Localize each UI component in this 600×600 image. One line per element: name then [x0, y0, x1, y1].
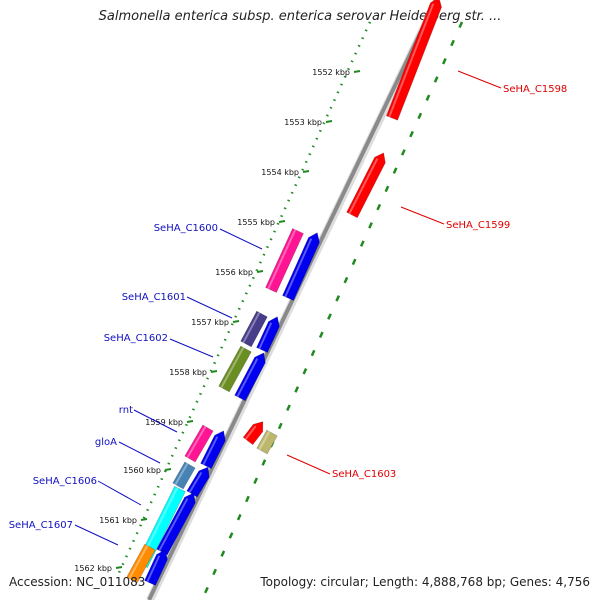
gene-label[interactable]: SeHA_C1602	[104, 333, 168, 344]
topology-summary: Topology: circular; Length: 4,888,768 bp…	[260, 575, 590, 589]
reverse-feature-track	[200, 21, 464, 600]
cog-block	[265, 228, 304, 293]
tick-mark	[210, 370, 218, 373]
forward-gene-arrow-shine	[284, 238, 313, 298]
cog-block	[240, 310, 268, 348]
cog-block	[256, 429, 278, 455]
tick-mark	[278, 220, 286, 223]
gene-label[interactable]: gloA	[95, 437, 117, 448]
cog-block	[184, 424, 214, 463]
forward-gene-arrow-shine	[188, 471, 203, 493]
tick-label: 1558 kbp	[169, 368, 207, 377]
forward-gene-arrow-shine	[258, 322, 273, 350]
forward-gene-arrow-shine	[146, 555, 161, 583]
tick-mark	[115, 566, 123, 569]
tick-label: 1555 kbp	[237, 218, 275, 227]
accession-text: Accession: NC_011083	[9, 575, 146, 589]
cog-block-shine	[174, 463, 189, 486]
tick-label: 1552 kbp	[312, 68, 350, 77]
cog-block-shine	[186, 425, 207, 458]
tick-mark	[256, 270, 264, 273]
tick-label: 1554 kbp	[261, 168, 299, 177]
tick-label: 1556 kbp	[215, 268, 253, 277]
label-leader-line	[118, 441, 161, 464]
reverse-gene-arrow	[242, 421, 264, 446]
forward-gene-arrow	[282, 232, 320, 301]
map-title: Salmonella enterica subsp. enterica sero…	[98, 9, 502, 24]
cog-block-shine	[267, 229, 297, 290]
reverse-gene-arrow-shine	[244, 425, 257, 440]
cog-block	[218, 345, 252, 393]
tick-mark	[186, 420, 194, 423]
gene-label[interactable]: SeHA_C1601	[122, 292, 186, 303]
forward-gene-arrow	[156, 492, 196, 556]
tick-mark	[232, 320, 240, 323]
label-leader-line	[457, 70, 502, 89]
tick-label: 1562 kbp	[74, 564, 112, 573]
cog-block-shine	[242, 312, 261, 344]
tick-label: 1557 kbp	[191, 318, 229, 327]
gene-label[interactable]: SeHA_C1600	[154, 223, 218, 234]
forward-gene-arrow-shine	[158, 498, 189, 552]
gene-label[interactable]: rnt	[119, 405, 133, 416]
tick-mark	[302, 170, 310, 173]
reverse-gene-arrow-shine	[348, 158, 379, 215]
tick-label: 1560 kbp	[123, 466, 161, 475]
label-leader-line	[286, 454, 331, 475]
label-leader-line	[133, 409, 178, 433]
cog-block	[172, 461, 196, 490]
forward-gene-arrow-shine	[202, 436, 219, 466]
label-leader-line	[169, 338, 214, 358]
tick-label: 1561 kbp	[99, 516, 137, 525]
reverse-gene-arrow	[386, 0, 442, 121]
forward-gene-arrow	[144, 549, 168, 586]
cog-block-shine	[128, 545, 149, 580]
cog-block-shine	[258, 431, 271, 451]
label-leader-line	[219, 228, 263, 250]
tick-mark	[325, 120, 333, 123]
gene-label[interactable]: SeHA_C1606	[33, 476, 97, 487]
forward-gene-arrow	[186, 466, 210, 498]
tick-mark	[353, 70, 361, 73]
gene-label[interactable]: SeHA_C1607	[9, 520, 73, 531]
label-leader-line	[74, 524, 119, 546]
tick-mark	[164, 468, 172, 471]
gene-label[interactable]: SeHA_C1603	[332, 469, 396, 480]
reverse-gene-arrow	[346, 152, 386, 219]
tick-label: 1559 kbp	[145, 418, 183, 427]
tick-label: 1553 kbp	[284, 118, 322, 127]
forward-gene-arrow	[200, 430, 226, 470]
forward-gene-arrow	[234, 352, 266, 402]
gene-label[interactable]: SeHA_C1599	[446, 220, 510, 231]
forward-gene-arrow	[256, 316, 280, 353]
label-leader-line	[186, 296, 233, 319]
cog-block	[126, 543, 156, 584]
label-leader-line	[400, 206, 445, 225]
label-leader-line	[97, 480, 142, 506]
reverse-gene-arrow-shine	[388, 3, 435, 118]
gene-label[interactable]: SeHA_C1598	[503, 84, 567, 95]
cog-block-shine	[220, 347, 245, 389]
forward-gene-arrow-shine	[236, 358, 259, 398]
tick-mark	[140, 518, 148, 521]
